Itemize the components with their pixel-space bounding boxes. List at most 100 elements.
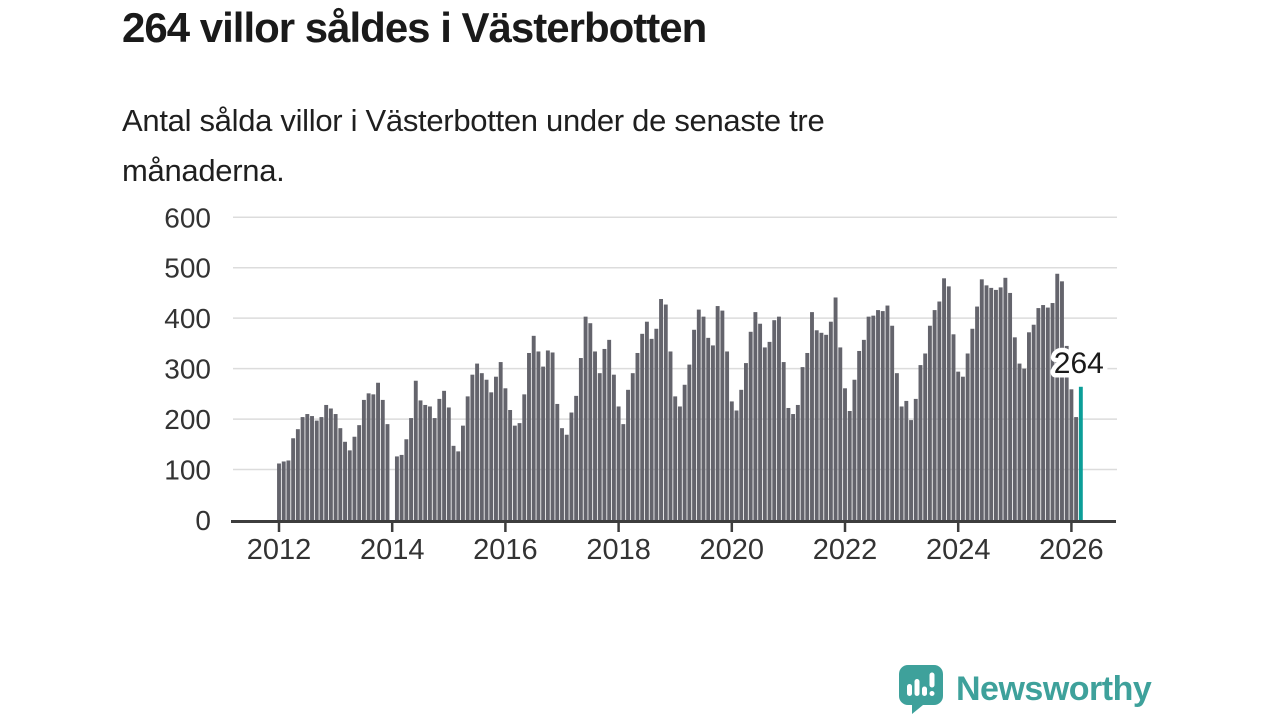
bar xyxy=(998,287,1003,520)
x-axis-label: 2026 xyxy=(1039,534,1104,566)
bar xyxy=(442,390,447,520)
bar xyxy=(512,425,517,520)
bar xyxy=(489,392,494,520)
bar xyxy=(781,362,786,520)
bar xyxy=(300,417,305,520)
bar-highlighted xyxy=(1078,386,1083,520)
bar xyxy=(1027,332,1031,520)
bar xyxy=(909,420,913,520)
bar xyxy=(371,394,376,520)
bar xyxy=(758,323,763,520)
bar xyxy=(470,374,475,520)
bar xyxy=(541,366,546,520)
bar xyxy=(857,350,862,520)
bar xyxy=(281,461,286,520)
bar xyxy=(343,441,347,520)
bar xyxy=(1060,281,1064,520)
bar xyxy=(536,351,541,520)
page-title: 264 villor såldes i Västerbotten xyxy=(122,4,707,51)
subtitle-line-2: månaderna. xyxy=(122,153,285,188)
bar xyxy=(522,394,527,520)
bar xyxy=(385,424,390,520)
bar xyxy=(1064,345,1069,520)
bar xyxy=(956,371,961,520)
bar xyxy=(1041,305,1046,520)
bar xyxy=(611,374,616,520)
bar xyxy=(644,321,649,520)
bar xyxy=(583,316,588,520)
bar xyxy=(465,396,470,520)
y-axis-label: 0 xyxy=(195,505,211,536)
bar xyxy=(1022,368,1027,520)
bar xyxy=(710,345,715,520)
logo-bar-3 xyxy=(922,686,927,696)
bar xyxy=(635,352,640,520)
bar xyxy=(503,388,508,520)
bar xyxy=(314,420,319,520)
bar xyxy=(1050,303,1055,520)
bar xyxy=(762,347,767,520)
bar xyxy=(376,382,380,520)
bar xyxy=(847,411,852,520)
bar xyxy=(734,410,739,520)
bar xyxy=(277,463,281,520)
bar xyxy=(810,312,814,520)
bar xyxy=(975,306,980,520)
bar xyxy=(1055,273,1060,520)
bar xyxy=(451,445,456,520)
x-axis-label: 2018 xyxy=(586,534,651,566)
bar xyxy=(1069,389,1074,520)
bar xyxy=(979,279,984,520)
bar xyxy=(555,403,560,520)
x-axis-label: 2022 xyxy=(813,534,878,566)
bar xyxy=(927,325,932,520)
y-axis-label: 400 xyxy=(164,303,211,334)
bar xyxy=(890,325,895,520)
bar xyxy=(494,376,498,520)
bar xyxy=(687,364,692,520)
bar xyxy=(1031,324,1036,520)
bar xyxy=(1036,308,1041,520)
bar xyxy=(333,414,338,520)
bar xyxy=(564,434,569,520)
bar xyxy=(885,305,890,520)
brand-name: Newsworthy xyxy=(956,670,1152,708)
bar xyxy=(626,389,630,520)
bar xyxy=(786,407,791,520)
bar xyxy=(1008,292,1013,520)
bar xyxy=(461,425,465,520)
bar xyxy=(409,418,414,520)
bar xyxy=(819,332,824,520)
bar xyxy=(305,414,310,520)
bar xyxy=(913,398,918,520)
bar xyxy=(800,367,805,520)
x-axis-label: 2014 xyxy=(360,534,425,566)
bar xyxy=(805,352,810,520)
bar xyxy=(814,330,819,520)
bar xyxy=(970,328,975,520)
bar xyxy=(475,363,480,520)
bar xyxy=(291,438,296,520)
chart-subtitle: Antal sålda villor i Västerbotten under … xyxy=(122,96,825,196)
bar xyxy=(932,310,937,520)
bar xyxy=(833,297,838,520)
bar xyxy=(894,373,899,520)
bar xyxy=(446,407,451,520)
bar xyxy=(399,454,404,520)
bar xyxy=(1017,363,1022,520)
bar xyxy=(673,396,678,520)
y-axis-label: 100 xyxy=(164,455,211,486)
bar xyxy=(923,353,928,520)
bar xyxy=(824,334,829,520)
bar xyxy=(1003,277,1008,520)
bar xyxy=(739,389,744,520)
bar xyxy=(588,323,593,520)
y-axis-label: 500 xyxy=(164,253,211,284)
bar xyxy=(531,335,536,520)
logo-exclamation-dot xyxy=(929,691,935,696)
bar xyxy=(319,417,324,520)
bar xyxy=(753,312,758,520)
bar xyxy=(649,338,654,520)
bar xyxy=(795,404,800,520)
bar xyxy=(427,406,432,520)
